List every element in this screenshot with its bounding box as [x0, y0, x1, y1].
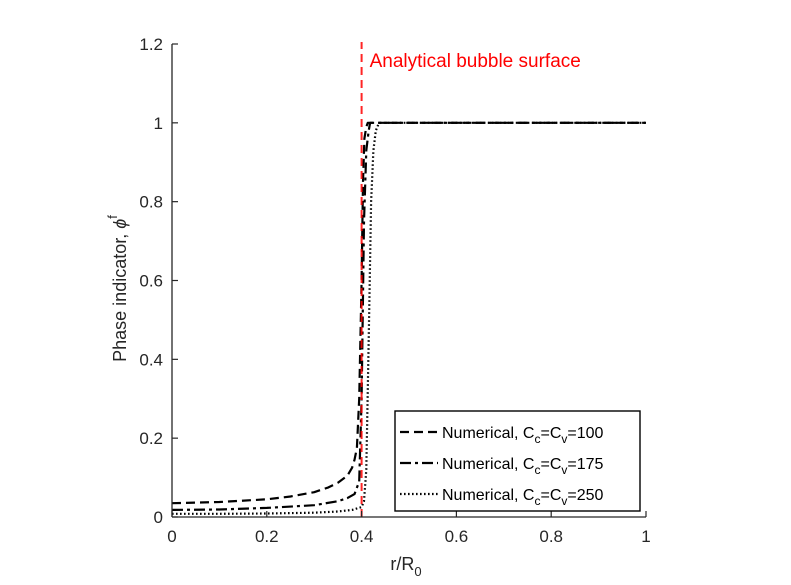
legend-label-subscript: v: [561, 463, 567, 477]
x-tick-label: 0.6: [445, 527, 469, 546]
series-line-3: [172, 121, 646, 515]
y-axis-label-symbol: ϕ: [110, 219, 130, 229]
y-axis-label-superscript: f: [105, 215, 120, 219]
y-tick-label: 1: [154, 114, 163, 133]
x-axis-label-main: r/R: [390, 554, 414, 574]
legend-label-subscript: c: [534, 463, 540, 477]
series-line-2: [171, 121, 646, 511]
series-line-1: [171, 121, 646, 505]
axes-layer: 0 0.2 0.4 0.6 0.8 100.20.40.60.811.2r/R0Phase…: [105, 35, 651, 579]
x-tick-label: 0.4: [350, 527, 374, 546]
x-tick-label: 1: [641, 527, 650, 546]
legend-label-subscript: c: [534, 494, 540, 508]
y-tick-label: 0.6: [139, 272, 163, 291]
x-axis-label: r/R0: [390, 554, 421, 579]
y-axis-label-main: Phase indicator,: [110, 229, 130, 362]
y-tick-label: 0: [154, 508, 163, 527]
legend-label-subscript: v: [561, 432, 567, 446]
x-axis-label-subscript: 0: [414, 564, 421, 579]
y-tick-label: 0.4: [139, 350, 163, 369]
legend-label-text: =100: [567, 425, 603, 442]
legend-label-text: =C: [540, 487, 561, 504]
legend-label-subscript: v: [561, 494, 567, 508]
annotation-label: Analytical bubble surface: [370, 51, 581, 72]
legend-label-text: Numerical, C: [442, 456, 534, 473]
legend-label-1: Numerical, Cc=Cv=100: [442, 425, 604, 446]
legend-label-subscript: c: [534, 432, 540, 446]
series-layer: [171, 121, 646, 515]
legend-label-text: =175: [567, 456, 603, 473]
x-tick-label: 0.2: [255, 527, 279, 546]
legend-label-text: =250: [567, 487, 603, 504]
legend-label-2: Numerical, Cc=Cv=175: [442, 456, 604, 477]
legend-label-text: Numerical, C: [442, 425, 534, 442]
legend-label-text: =C: [540, 456, 561, 473]
legend-box: [394, 410, 641, 512]
y-tick-label: 1.2: [139, 35, 163, 54]
legend-label-3: Numerical, Cc=Cv=250: [442, 487, 604, 508]
x-tick-label: 0.8: [539, 527, 563, 546]
y-tick-label: 0.2: [139, 429, 163, 448]
legend-label-text: Numerical, C: [442, 487, 534, 504]
y-axis-label: Phase indicator, ϕf: [105, 215, 130, 362]
y-tick-label: 0.8: [139, 193, 163, 212]
x-tick-label: 0: [167, 527, 176, 546]
annotation-layer: Analytical bubble surface: [360, 42, 581, 517]
legend-label-text: =C: [540, 425, 561, 442]
